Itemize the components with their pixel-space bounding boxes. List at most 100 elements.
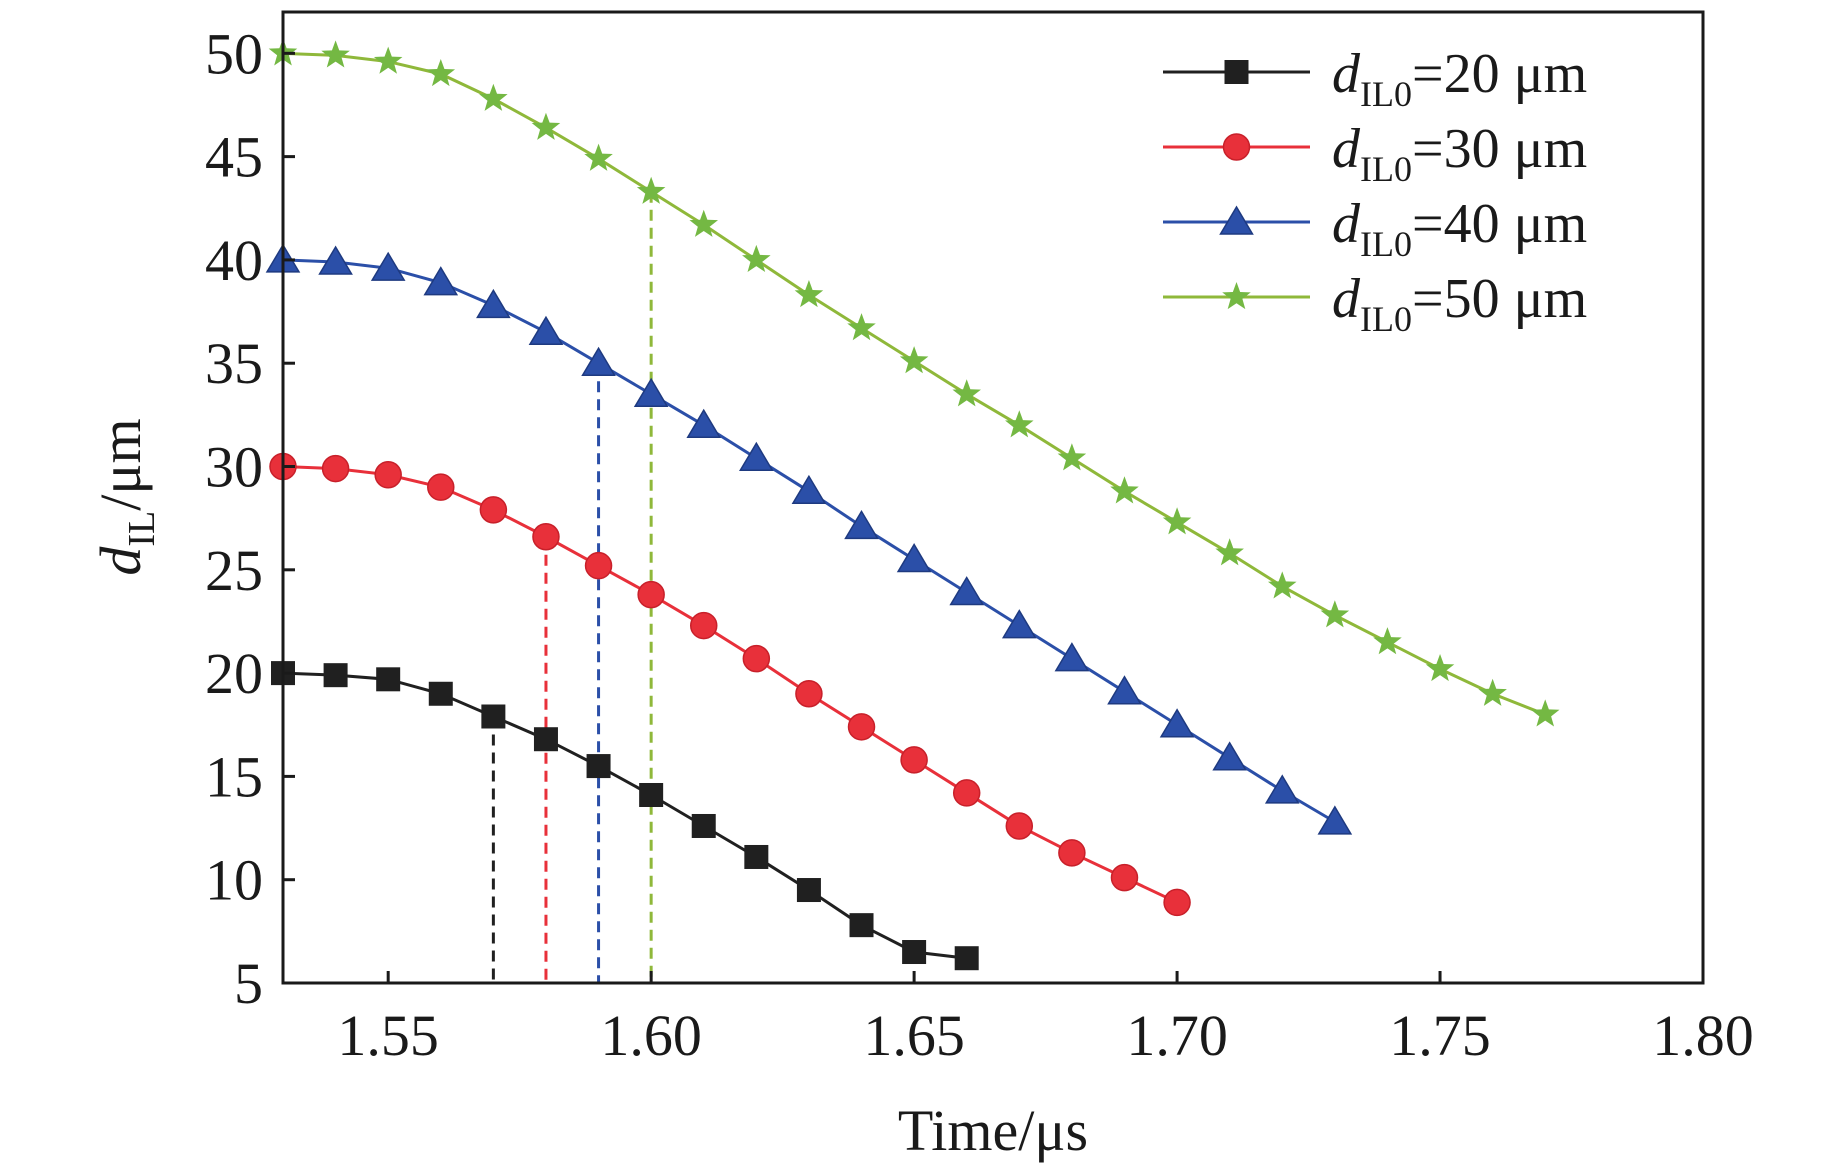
- data-point: [481, 704, 506, 729]
- data-point: [370, 251, 406, 281]
- data-point: [1163, 888, 1191, 917]
- data-point: [321, 454, 350, 483]
- data-point: [321, 40, 350, 68]
- data-point: [1320, 600, 1350, 628]
- data-point: [318, 245, 353, 275]
- data-point: [376, 667, 401, 692]
- data-point: [1373, 627, 1402, 655]
- data-point: [428, 681, 453, 706]
- data-point: [1057, 443, 1087, 471]
- y-axis-title: dIL/μm: [88, 418, 163, 575]
- data-point: [528, 315, 564, 345]
- data-point: [1107, 675, 1142, 705]
- y-tick-label: 50: [205, 21, 263, 86]
- data-point: [1317, 805, 1353, 835]
- data-point: [744, 844, 769, 869]
- legend-item-1: dIL0=20 μm: [1163, 43, 1587, 114]
- data-point: [849, 913, 874, 938]
- data-point: [533, 727, 558, 752]
- data-point: [902, 940, 927, 965]
- data-point: [584, 143, 613, 171]
- data-point: [532, 523, 560, 551]
- data-point: [686, 408, 722, 438]
- data-point: [689, 209, 719, 237]
- y-tick-label: 45: [205, 125, 263, 190]
- plot-layer: [265, 38, 1560, 983]
- data-point: [581, 346, 616, 376]
- x-tick-label: 1.75: [1389, 1003, 1491, 1068]
- data-point: [1110, 863, 1139, 892]
- x-tick-label: 1.80: [1652, 1003, 1754, 1068]
- data-point: [479, 83, 508, 111]
- data-point: [1005, 812, 1034, 840]
- data-point: [691, 813, 716, 838]
- data-point: [1215, 538, 1244, 566]
- data-point: [791, 474, 827, 505]
- data-point: [637, 580, 665, 609]
- y-tick-label: 15: [205, 744, 263, 809]
- data-point: [739, 441, 774, 471]
- y-tick-label: 25: [205, 538, 263, 603]
- data-point: [479, 496, 508, 524]
- data-point: [1058, 839, 1086, 867]
- data-point: [949, 576, 985, 606]
- data-point: [423, 266, 459, 296]
- data-point: [584, 551, 613, 580]
- series-3: [265, 243, 1353, 835]
- data-point: [1267, 571, 1297, 599]
- data-point: [689, 611, 718, 640]
- data-point: [1001, 609, 1037, 639]
- data-point: [1264, 774, 1300, 804]
- y-tick-label: 40: [205, 228, 263, 293]
- data-point: [1054, 642, 1090, 672]
- data-point: [1159, 708, 1195, 738]
- data-point: [794, 280, 824, 308]
- data-point: [1530, 699, 1560, 727]
- data-point: [373, 46, 403, 74]
- data-point: [742, 644, 771, 673]
- data-point: [1212, 741, 1247, 771]
- series-2: [269, 452, 1191, 917]
- x-tick-label: 1.70: [1126, 1003, 1228, 1068]
- legend-item-4: dIL0=50 μm: [1163, 268, 1587, 339]
- legend-label: dIL0=30 μm: [1332, 118, 1587, 189]
- x-tick-label: 1.60: [600, 1003, 702, 1068]
- data-point: [742, 244, 771, 273]
- data-point: [952, 379, 981, 407]
- data-point: [633, 377, 669, 407]
- legend-item-2: dIL0=30 μm: [1163, 118, 1587, 189]
- data-point: [847, 313, 876, 341]
- legend-label: dIL0=50 μm: [1332, 268, 1587, 339]
- data-point: [426, 58, 456, 87]
- data-point: [531, 112, 561, 140]
- series-line-2: [282, 465, 1178, 904]
- data-point: [374, 461, 402, 489]
- data-point: [1005, 410, 1034, 438]
- data-point: [900, 746, 928, 774]
- data-point: [899, 346, 929, 374]
- data-point: [1425, 653, 1455, 682]
- data-point: [1110, 476, 1139, 504]
- x-tick-label: 1.65: [863, 1003, 965, 1068]
- series-line-3: [282, 258, 1336, 824]
- y-tick-label: 30: [205, 435, 263, 500]
- data-point: [586, 754, 611, 779]
- legend-label: dIL0=40 μm: [1332, 193, 1587, 264]
- x-axis-title: Time/μs: [898, 1098, 1088, 1163]
- data-point: [427, 473, 455, 501]
- data-point: [844, 509, 879, 540]
- legend-marker: [1222, 133, 1251, 161]
- x-tick-label: 1.55: [337, 1003, 439, 1068]
- data-point: [796, 878, 821, 903]
- series-1: [271, 661, 979, 971]
- y-tick-label: 20: [205, 641, 263, 706]
- axes-layer: 5 10 15 20 25 30 35 40 45 50 1.55 1.60 1.65 1.70 1.75 1…: [88, 10, 1754, 1163]
- series-4: [268, 38, 1560, 727]
- y-tick-label: 10: [205, 848, 263, 913]
- data-point: [954, 946, 979, 971]
- y-tick-label: 5: [234, 951, 263, 1016]
- data-point: [952, 779, 981, 807]
